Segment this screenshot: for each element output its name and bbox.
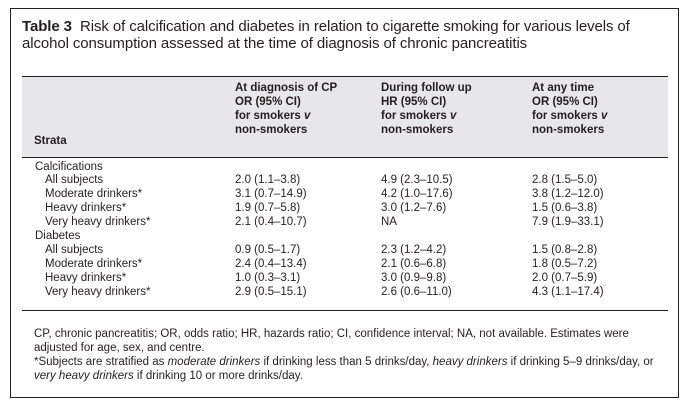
column-header-any-time: At any time OR (95% CI) for smokers v no… xyxy=(532,81,607,137)
column-header-line: for smokers v xyxy=(235,110,311,122)
table-cell: 3.0 (0.9–9.8) xyxy=(381,272,447,284)
bottom-rule xyxy=(22,310,668,311)
column-header-line: At diagnosis of CP xyxy=(235,82,338,94)
table-cell: 2.9 (0.5–15.1) xyxy=(235,286,307,298)
table-cell: 7.9 (1.9–33.1) xyxy=(532,216,604,228)
column-header-line: OR (95% CI) xyxy=(235,96,301,108)
column-header-line: non-smokers xyxy=(532,124,605,136)
table-cell: 1.0 (0.3–3.1) xyxy=(235,272,301,284)
table-title: Table 3 Risk of calcification and diabet… xyxy=(22,18,672,52)
footnote-strata: *Subjects are stratified as moderate dri… xyxy=(34,356,654,382)
table-cell: 2.3 (1.2–4.2) xyxy=(381,244,447,256)
column-header-line: OR (95% CI) xyxy=(532,96,598,108)
table-cell: 1.8 (0.5–7.2) xyxy=(532,258,598,270)
column-header-diagnosis: At diagnosis of CP OR (95% CI) for smoke… xyxy=(235,81,337,137)
table-cell: 3.1 (0.7–14.9) xyxy=(235,188,307,200)
column-header-followup: During follow up HR (95% CI) for smokers… xyxy=(381,81,472,137)
table-cell: 4.2 (1.0–17.6) xyxy=(381,188,453,200)
column-header-line: non-smokers xyxy=(381,124,454,136)
table-cell: 2.8 (1.5–5.0) xyxy=(532,174,598,186)
table-row-stratum: Very heavy drinkers* xyxy=(45,286,151,298)
strata-header: Strata xyxy=(34,135,67,147)
table-cell: 1.5 (0.8–2.8) xyxy=(532,244,598,256)
table-row-stratum: Heavy drinkers* xyxy=(45,202,127,214)
table-cell: 4.9 (2.3–10.5) xyxy=(381,174,453,186)
table-cell: 2.1 (0.6–6.8) xyxy=(381,258,447,270)
table-cell: 2.0 (1.1–3.8) xyxy=(235,174,301,186)
footnote-abbreviations: CP, chronic pancreatitis; OR, odds ratio… xyxy=(34,328,629,354)
column-header-line: for smokers v xyxy=(381,110,457,122)
header-rule xyxy=(22,157,668,158)
table-cell: 4.3 (1.1–17.4) xyxy=(532,286,604,298)
section-label-calcifications: Calcifications xyxy=(35,161,103,173)
table-row-stratum: Moderate drinkers* xyxy=(45,188,143,200)
column-header-line: non-smokers xyxy=(235,124,308,136)
table-row-stratum: Heavy drinkers* xyxy=(45,272,127,284)
table-number: Table 3 xyxy=(22,18,72,35)
header-band xyxy=(22,77,668,157)
column-header-line: During follow up xyxy=(381,82,472,94)
section-label-diabetes: Diabetes xyxy=(35,230,81,242)
table-cell: 2.1 (0.4–10.7) xyxy=(235,216,307,228)
table-cell: NA xyxy=(381,216,397,228)
table-row-stratum: Very heavy drinkers* xyxy=(45,216,151,228)
column-header-line: At any time xyxy=(532,82,594,94)
table-cell: 3.0 (1.2–7.6) xyxy=(381,202,447,214)
table-row-stratum: All subjects xyxy=(45,244,104,256)
table-frame: Table 3 Risk of calcification and diabet… xyxy=(10,8,679,398)
top-rule xyxy=(22,76,668,77)
table-cell: 1.9 (0.7–5.8) xyxy=(235,202,301,214)
column-header-line: HR (95% CI) xyxy=(381,96,447,108)
table-row-stratum: Moderate drinkers* xyxy=(45,258,143,270)
column-header-line: for smokers v xyxy=(532,110,608,122)
table-cell: 2.0 (0.7–5.9) xyxy=(532,272,598,284)
table-cell: 2.6 (0.6–11.0) xyxy=(381,286,452,298)
table-cell: 0.9 (0.5–1.7) xyxy=(235,244,301,256)
table-row-stratum: All subjects xyxy=(45,174,104,186)
table-cell: 3.8 (1.2–12.0) xyxy=(532,188,604,200)
table-cell: 1.5 (0.6–3.8) xyxy=(532,202,598,214)
table-caption: Risk of calcification and diabetes in re… xyxy=(22,18,630,52)
table-cell: 2.4 (0.4–13.4) xyxy=(235,258,307,270)
